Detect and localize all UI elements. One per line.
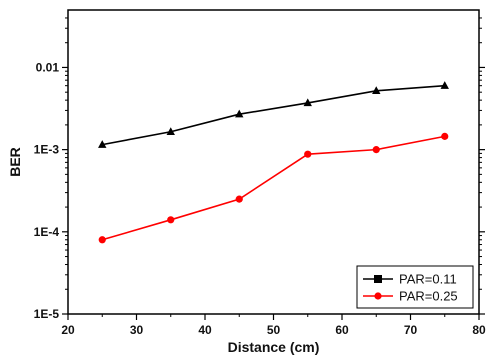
- series-point-0: [235, 109, 244, 118]
- x-axis-title: Distance (cm): [228, 339, 320, 355]
- x-tick-label: 70: [404, 323, 418, 337]
- y-tick-label: 1E-5: [34, 307, 60, 321]
- y-tick-label: 0.01: [36, 60, 60, 74]
- series-point-0: [303, 98, 312, 107]
- y-tick-label: 1E-3: [34, 143, 60, 157]
- x-tick-label: 80: [472, 323, 486, 337]
- series-line-0: [102, 84, 445, 146]
- series-point-0: [372, 86, 381, 94]
- series-point-0: [98, 140, 107, 148]
- legend-box: [356, 265, 474, 309]
- legend-marker-1: [374, 292, 382, 300]
- series-point-1: [304, 150, 312, 158]
- x-tick-label: 40: [198, 323, 212, 337]
- series-layer: [98, 81, 449, 244]
- x-tick-label: 50: [267, 323, 281, 337]
- series-point-0: [166, 127, 175, 135]
- series-point-1: [167, 216, 175, 224]
- legend-layer: PAR=0.11 PAR=0.25: [356, 265, 474, 309]
- x-tick-label: 60: [335, 323, 349, 337]
- x-tick-label: 30: [130, 323, 144, 337]
- y-axis-title: BER: [7, 147, 23, 177]
- x-tick-label: 20: [61, 323, 75, 337]
- y-tick-label: 1E-4: [34, 225, 60, 239]
- legend-marker-0: [374, 275, 382, 283]
- series-point-0: [440, 81, 449, 89]
- series-point-1: [98, 236, 106, 244]
- series-point-1: [235, 195, 243, 203]
- series-line-1: [102, 135, 445, 241]
- axis-layer: 20 30 40 50 60 70 80 1E-5 1E-4 1E-3 0.01 Distance (…: [7, 9, 486, 355]
- legend-label-0: PAR=0.11: [399, 272, 457, 287]
- legend-label-1: PAR=0.25: [399, 289, 458, 304]
- series-point-1: [441, 132, 449, 140]
- series-point-1: [372, 146, 380, 154]
